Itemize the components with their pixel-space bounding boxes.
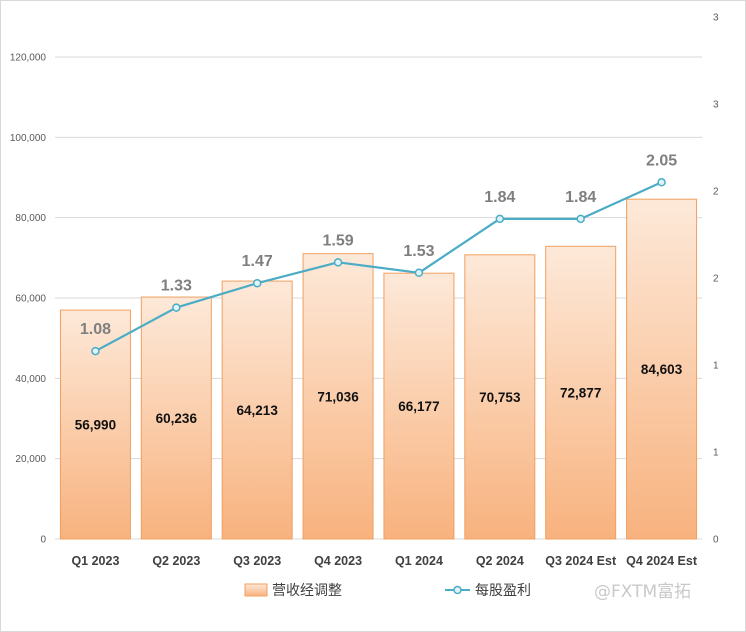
x-axis-category-label: Q3 2024 Est xyxy=(545,554,617,568)
left-axis-tick-label: 40,000 xyxy=(15,374,46,385)
eps-marker xyxy=(657,178,666,187)
eps-data-label: 1.53 xyxy=(403,243,434,260)
right-axis: 0 1 1 2 2 3 3 xyxy=(713,13,719,546)
x-axis-category-label: Q4 2024 Est xyxy=(626,554,698,568)
eps-data-label: 1.84 xyxy=(484,189,515,206)
eps-marker xyxy=(495,214,505,224)
revenue-bar-label: 84,603 xyxy=(641,362,683,377)
left-axis-tick-label: 0 xyxy=(40,535,46,546)
eps-line xyxy=(94,181,663,353)
revenue-bar xyxy=(221,280,293,540)
right-axis-tick-label: 1 xyxy=(713,361,719,372)
x-axis-category-label: Q4 2023 xyxy=(314,554,362,568)
revenue-bar-labels: 56,990 60,236 64,213 71,036 66,177 70,753 72,8… xyxy=(75,362,683,432)
eps-data-label: 1.33 xyxy=(161,278,192,295)
legend-item-eps: 每股盈利 xyxy=(445,583,531,599)
revenue-bar-label: 60,236 xyxy=(156,411,198,426)
right-axis-tick-label: 3 xyxy=(713,13,719,24)
eps-marker xyxy=(576,214,585,224)
x-axis-category-label: Q1 2024 xyxy=(395,554,443,568)
x-axis-category-label: Q3 2023 xyxy=(233,554,281,568)
right-axis-tick-label: 3 xyxy=(713,100,719,111)
right-axis-tick-label: 0 xyxy=(713,535,719,546)
legend-label-revenue: 营收经调整 xyxy=(272,583,342,599)
eps-line-series xyxy=(91,178,666,356)
eps-marker xyxy=(414,268,424,278)
revenue-bar-label: 72,877 xyxy=(560,386,601,401)
left-axis: 0 20,000 40,000 60,000 80,000 100,000 120,000 xyxy=(10,53,47,546)
left-axis-tick-label: 80,000 xyxy=(15,213,46,224)
left-axis-tick-label: 60,000 xyxy=(15,294,46,305)
revenue-bar xyxy=(545,245,617,540)
legend: 营收经调整 每股盈利 xyxy=(244,583,531,599)
eps-data-label: 2.05 xyxy=(646,152,677,169)
x-axis-category-label: Q1 2023 xyxy=(71,554,119,568)
revenue-bar xyxy=(626,198,698,540)
revenue-bar xyxy=(383,272,455,540)
watermark-text: @FXTM富拓 xyxy=(594,582,691,602)
legend-item-revenue: 营收经调整 xyxy=(244,583,342,599)
legend-swatch-bar xyxy=(244,583,268,597)
eps-data-label: 1.59 xyxy=(322,232,353,249)
revenue-bar xyxy=(464,254,536,540)
x-axis-category-label: Q2 2024 xyxy=(476,554,524,568)
eps-marker xyxy=(252,278,262,288)
revenue-bar-label: 64,213 xyxy=(237,403,279,418)
right-axis-tick-label: 1 xyxy=(713,448,719,459)
left-axis-tick-label: 100,000 xyxy=(10,133,47,144)
eps-marker xyxy=(172,303,181,312)
legend-label-eps: 每股盈利 xyxy=(475,583,531,599)
legend-swatch-marker xyxy=(453,585,462,595)
eps-marker xyxy=(91,346,100,356)
revenue-bar-label: 71,036 xyxy=(317,389,359,404)
eps-data-label: 1.84 xyxy=(565,189,596,206)
x-axis-category-label: Q2 2023 xyxy=(152,554,200,568)
right-axis-tick-label: 2 xyxy=(713,274,719,285)
eps-data-label: 1.47 xyxy=(242,253,273,270)
eps-data-labels: 1.08 1.33 1.47 1.59 1.53 1.84 1.84 2.05 xyxy=(80,152,677,338)
left-axis-tick-label: 20,000 xyxy=(15,454,46,465)
left-axis-tick-label: 120,000 xyxy=(10,53,47,64)
revenue-bar-label: 56,990 xyxy=(75,418,116,433)
right-axis-tick-label: 2 xyxy=(713,187,719,198)
revenue-bar xyxy=(140,296,212,540)
eps-marker xyxy=(333,258,343,267)
revenue-bar-label: 70,753 xyxy=(479,390,521,405)
revenue-bar xyxy=(302,253,374,540)
revenue-bars xyxy=(59,198,698,540)
revenue-bar-label: 66,177 xyxy=(398,399,439,414)
eps-data-label: 1.08 xyxy=(80,321,111,338)
x-axis: Q1 2023 Q2 2023 Q3 2023 Q4 2023 Q1 2024 Q2 20… xyxy=(71,554,697,568)
